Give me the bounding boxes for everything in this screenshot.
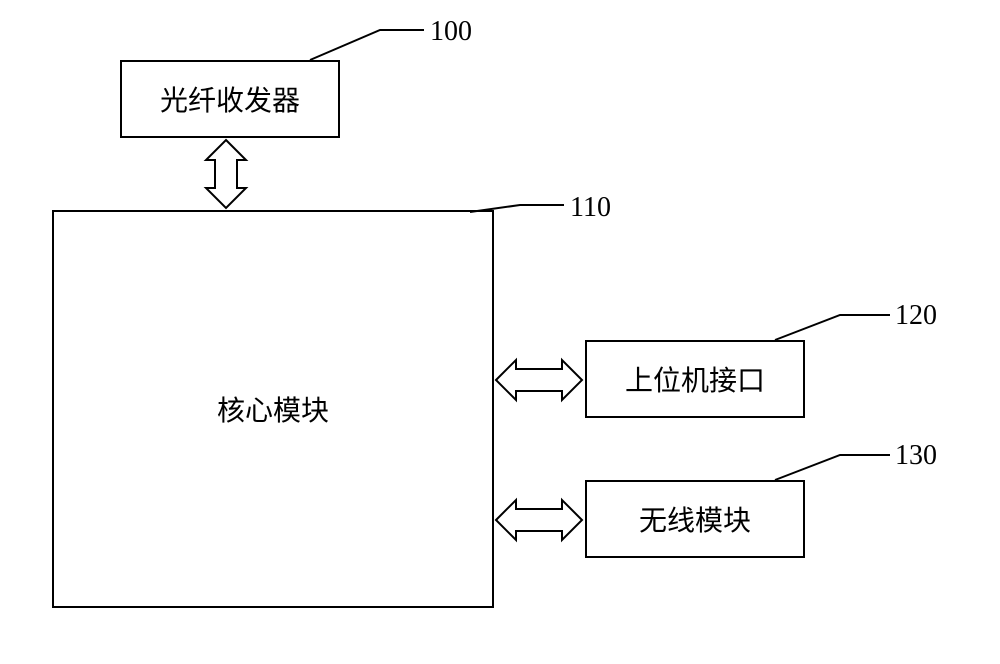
core-module-label: 核心模块: [217, 389, 329, 429]
host-interface-label: 上位机接口: [625, 359, 765, 399]
ref-120: 120: [895, 300, 937, 332]
wireless-module-box: 无线模块: [585, 480, 805, 558]
wireless-module-label: 无线模块: [639, 499, 751, 539]
ref-100: 100: [430, 16, 472, 48]
arrow-core-wireless: [496, 500, 582, 540]
ref-130: 130: [895, 440, 937, 472]
arrow-transceiver-core: [206, 140, 246, 208]
arrow-core-host: [496, 360, 582, 400]
host-interface-box: 上位机接口: [585, 340, 805, 418]
ref-110: 110: [570, 192, 611, 224]
fiber-transceiver-label: 光纤收发器: [160, 79, 300, 119]
core-module-box: 核心模块: [52, 210, 494, 608]
fiber-transceiver-box: 光纤收发器: [120, 60, 340, 138]
